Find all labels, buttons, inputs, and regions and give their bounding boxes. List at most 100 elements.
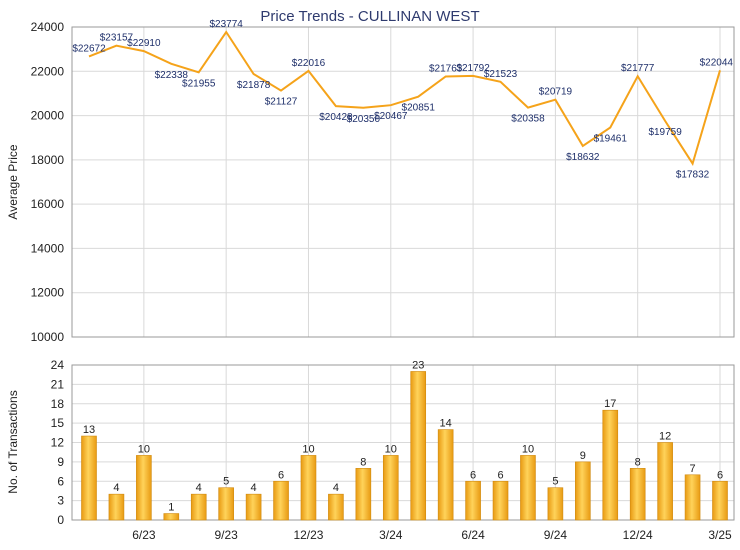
transaction-bar (355, 468, 372, 521)
transaction-bar-label: 13 (83, 424, 95, 436)
transaction-bar (492, 480, 509, 521)
price-point-label: $19461 (594, 134, 628, 145)
price-point-label: $20719 (539, 87, 573, 98)
transaction-bars (81, 371, 728, 521)
x-tick-label: 12/24 (623, 528, 653, 542)
transaction-bar (602, 409, 619, 521)
transactions-y-tick-label: 24 (51, 358, 65, 372)
transaction-bar-label: 9 (580, 450, 586, 462)
price-point-label: $22016 (292, 58, 326, 69)
price-y-tick-label: 20000 (31, 109, 65, 123)
price-y-tick-label: 18000 (31, 153, 65, 167)
transaction-bar-label: 4 (251, 482, 257, 494)
transactions-y-ticks: 0 3 6 9 12 15 18 21 24 (51, 358, 65, 527)
price-point-label: $21777 (621, 63, 655, 74)
transaction-bar-label: 5 (223, 476, 229, 488)
transaction-bar (547, 487, 564, 521)
transactions-y-tick-label: 3 (57, 494, 64, 508)
transaction-bar (190, 493, 207, 521)
price-point-label: $23157 (100, 33, 134, 44)
transaction-bar-label: 23 (412, 359, 424, 371)
chart-title: Price Trends - CULLINAN WEST (260, 8, 479, 25)
transaction-bar (520, 455, 536, 521)
x-tick-label: 9/23 (214, 528, 238, 542)
transactions-y-tick-label: 9 (57, 455, 64, 469)
transaction-bar (245, 493, 262, 521)
price-point-label: $21878 (237, 80, 271, 91)
transaction-bar-label: 10 (522, 443, 534, 455)
transaction-bar (575, 461, 591, 521)
transaction-bar-label: 14 (440, 418, 452, 430)
price-point-label: $23774 (209, 19, 243, 30)
price-point-label: $22338 (155, 70, 189, 81)
price-point-label: $20851 (402, 103, 436, 114)
price-point-label: $20467 (374, 111, 408, 122)
price-y-tick-label: 10000 (31, 330, 65, 344)
transactions-y-tick-label: 0 (57, 513, 64, 527)
transaction-bar (81, 435, 97, 521)
price-point-label: $20350 (347, 114, 381, 125)
price-point-label: $21523 (484, 69, 518, 80)
price-data-labels: $22672$23157$22910 $22338$21955 $23774 $218… (72, 19, 733, 181)
x-tick-label: 6/24 (461, 528, 485, 542)
transaction-bar-label: 4 (113, 482, 119, 494)
price-point-label: $22910 (127, 38, 161, 49)
transaction-bar (382, 455, 399, 521)
transaction-bar-label: 10 (385, 443, 397, 455)
transaction-bar-label: 6 (497, 469, 503, 481)
transactions-y-tick-label: 6 (57, 474, 64, 488)
price-point-label: $22044 (700, 57, 734, 68)
transaction-bar (712, 480, 728, 521)
transaction-bar-label: 5 (552, 476, 558, 488)
transaction-bar (108, 493, 125, 521)
transaction-bar (684, 474, 701, 521)
transaction-bar (629, 468, 646, 521)
price-plot-frame (71, 26, 735, 338)
transaction-bar (437, 429, 454, 521)
transaction-bar-label: 10 (302, 443, 314, 455)
price-y-axis-title: Average Price (6, 144, 20, 219)
price-point-label: $17832 (676, 170, 710, 181)
transactions-y-axis-title: No. of Transactions (6, 390, 20, 493)
price-series-line (88, 30, 721, 166)
transaction-bar-label: 17 (604, 398, 616, 410)
x-tick-label: 6/23 (132, 528, 156, 542)
transaction-bar (465, 480, 481, 521)
transaction-bar (300, 455, 317, 521)
price-grid (72, 26, 734, 338)
x-tick-label: 3/24 (379, 528, 403, 542)
transaction-bar-label: 6 (278, 469, 284, 481)
price-y-tick-label: 16000 (31, 197, 65, 211)
x-tick-label: 9/24 (544, 528, 568, 542)
transactions-plot-frame (71, 364, 735, 521)
transaction-bar (136, 455, 152, 521)
price-y-tick-label: 14000 (31, 241, 65, 255)
price-point-label: $19759 (648, 127, 682, 138)
transaction-bar (410, 371, 427, 521)
transaction-bar-label: 1 (168, 502, 174, 514)
transaction-bar-label: 8 (360, 456, 366, 468)
transaction-bar-label: 8 (635, 456, 641, 468)
transactions-y-tick-label: 12 (51, 436, 65, 450)
transaction-bar (163, 513, 180, 521)
price-y-tick-label: 12000 (31, 286, 65, 300)
price-y-tick-label: 22000 (31, 64, 65, 78)
transactions-y-tick-label: 15 (51, 416, 65, 430)
x-tick-label: 3/25 (708, 528, 732, 542)
transaction-bar-label: 12 (659, 431, 671, 443)
price-point-label: $22672 (72, 43, 106, 54)
transaction-bar-label: 10 (138, 443, 150, 455)
transaction-bar-label: 6 (717, 469, 723, 481)
x-tick-label: 12/23 (293, 528, 323, 542)
transactions-y-tick-label: 21 (51, 377, 65, 391)
price-point-label: $21763 (429, 64, 463, 75)
transaction-bar-label: 7 (690, 463, 696, 475)
transaction-bar (657, 442, 673, 521)
price-point-label: $21955 (182, 78, 216, 89)
transaction-bar-label: 6 (470, 469, 476, 481)
transaction-bar (328, 493, 344, 521)
price-point-label: $18632 (566, 152, 600, 163)
transaction-bar-label: 4 (333, 482, 339, 494)
